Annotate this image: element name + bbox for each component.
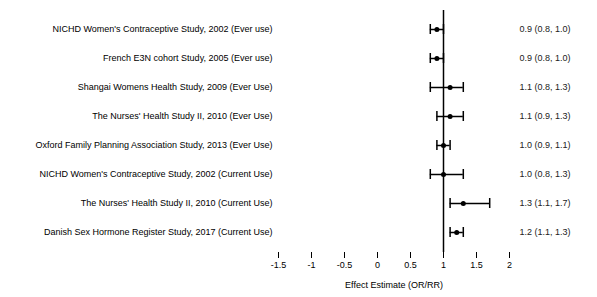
svg-text:Danish Sex Hormone Register St: Danish Sex Hormone Register Study, 2017 … [44, 227, 272, 237]
svg-text:0.5: 0.5 [404, 260, 417, 270]
svg-text:NICHD Women's Contraceptive St: NICHD Women's Contraceptive Study, 2002 … [40, 169, 273, 179]
svg-text:-0.5: -0.5 [337, 260, 353, 270]
svg-text:The Nurses' Health Study II, 2: The Nurses' Health Study II, 2010 (Curre… [81, 198, 273, 208]
svg-text:1.0 (0.8, 1.3): 1.0 (0.8, 1.3) [520, 169, 571, 179]
svg-text:Shangai Womens Health Study, 2: Shangai Womens Health Study, 2009 (Ever … [78, 82, 273, 92]
svg-text:1.1 (0.9, 1.3): 1.1 (0.9, 1.3) [520, 111, 571, 121]
svg-text:NICHD Women's Contraceptive St: NICHD Women's Contraceptive Study, 2002 … [53, 24, 273, 34]
svg-text:1: 1 [441, 260, 446, 270]
svg-text:Oxford Family Planning Associa: Oxford Family Planning Association Study… [36, 140, 273, 150]
svg-text:0: 0 [375, 260, 380, 270]
svg-text:-1.5: -1.5 [271, 260, 287, 270]
svg-text:1.1 (0.8, 1.3): 1.1 (0.8, 1.3) [520, 82, 571, 92]
svg-text:1.0 (0.9, 1.1): 1.0 (0.9, 1.1) [520, 140, 571, 150]
svg-text:-1: -1 [307, 260, 315, 270]
svg-text:1.5: 1.5 [470, 260, 483, 270]
svg-text:French E3N cohort Study, 2005: French E3N cohort Study, 2005 (Ever use) [103, 53, 272, 63]
svg-text:0.9 (0.8, 1.0): 0.9 (0.8, 1.0) [520, 24, 571, 34]
svg-text:1.2 (1.1, 1.3): 1.2 (1.1, 1.3) [520, 227, 571, 237]
svg-text:Effect Estimate (OR/RR): Effect Estimate (OR/RR) [345, 280, 443, 290]
svg-text:2: 2 [507, 260, 512, 270]
svg-text:The Nurses' Health Study II, 2: The Nurses' Health Study II, 2010 (Ever … [92, 111, 272, 121]
svg-text:0.9 (0.8, 1.0): 0.9 (0.8, 1.0) [520, 53, 571, 63]
svg-text:1.3 (1.1, 1.7): 1.3 (1.1, 1.7) [520, 198, 571, 208]
